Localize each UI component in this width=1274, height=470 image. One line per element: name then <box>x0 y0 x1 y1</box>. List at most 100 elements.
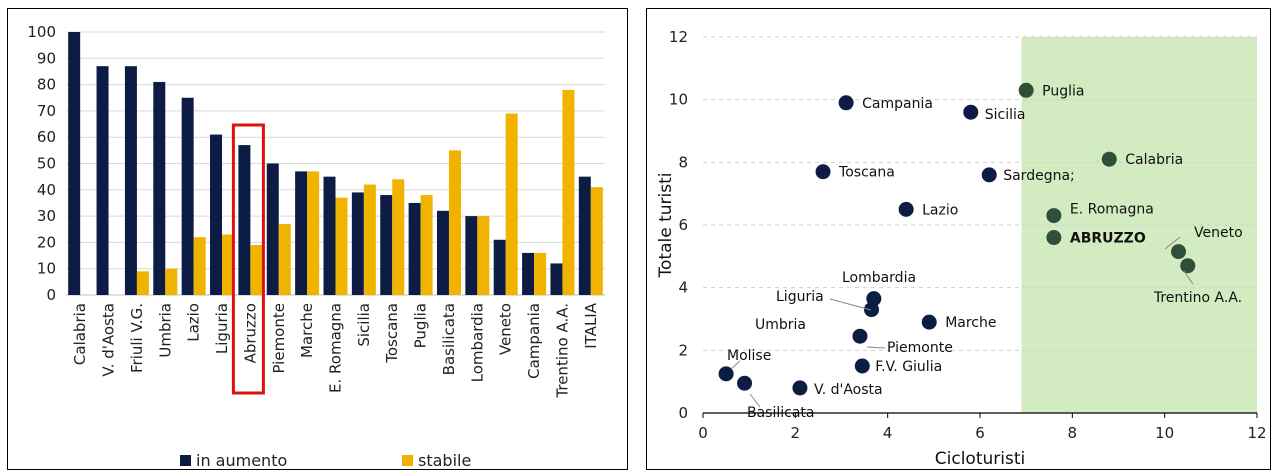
bar-in-aumento <box>522 252 535 295</box>
y-tick-label: 6 <box>678 216 688 234</box>
category-label: Friuli V.G. <box>128 303 146 373</box>
point-marker <box>815 164 831 180</box>
category-label: Veneto <box>497 303 515 355</box>
point-label: Basilicata <box>747 405 815 421</box>
leader-line <box>730 360 741 370</box>
y-tick-label: 10 <box>37 260 56 278</box>
point-marker <box>792 380 808 396</box>
y-tick-label: 80 <box>37 76 56 94</box>
leader-line <box>749 393 761 408</box>
y-tick-label: 20 <box>37 233 56 251</box>
point-marker <box>1180 258 1196 274</box>
point-marker <box>1101 151 1117 167</box>
y-tick-label: 12 <box>669 28 688 46</box>
x-tick-label: 6 <box>975 424 985 442</box>
category-label: V. d'Aosta <box>100 303 118 377</box>
category-label: Campania <box>525 303 543 379</box>
point-label: V. d'Aosta <box>814 382 883 398</box>
point-label: E. Romagna <box>1070 202 1154 218</box>
bar-in-aumento <box>351 192 364 295</box>
legend-swatch-in-aumento <box>180 455 191 466</box>
point-label: Calabria <box>1125 152 1183 168</box>
bar-stabile <box>363 184 376 295</box>
category-label: Lazio <box>185 303 203 342</box>
leader-line <box>1164 236 1181 250</box>
point-label: Umbria <box>755 317 806 333</box>
y-axis-title: Totale turisti <box>656 173 676 279</box>
bar-stabile <box>335 197 348 295</box>
point-marker <box>963 104 979 120</box>
point-marker <box>864 302 880 318</box>
x-tick-label: 10 <box>1155 424 1174 442</box>
bar-in-aumento <box>238 145 251 295</box>
bar-in-aumento <box>68 32 81 295</box>
point-label: Sicilia <box>985 107 1026 123</box>
x-tick-label: 4 <box>883 424 893 442</box>
point-label: F.V. Giulia <box>875 359 942 375</box>
category-label: Puglia <box>412 303 430 348</box>
y-tick-label: 50 <box>37 155 56 173</box>
bar-chart: 0 10 20 30 40 50 60 70 80 90 100 Calabria V. d'Aosta… <box>27 23 605 469</box>
bar-stabile <box>590 187 603 295</box>
category-label: Piemonte <box>270 303 288 374</box>
category-label: Umbria <box>156 303 174 358</box>
point-label: Lombardia <box>842 270 916 286</box>
category-label: Lombardia <box>468 303 486 382</box>
point-label: Marche <box>945 315 996 331</box>
y-tick-label: 30 <box>37 207 56 225</box>
category-label: Sicilia <box>355 303 373 347</box>
bar-in-aumento <box>408 202 421 295</box>
point-label: Piemonte <box>887 340 953 356</box>
category-label: Basilicata <box>440 303 458 375</box>
point-marker <box>718 366 734 382</box>
legend-label: stabile <box>418 451 471 469</box>
x-tick-label: 2 <box>791 424 801 442</box>
bar-in-aumento <box>210 134 223 295</box>
x-tick-label: 8 <box>1068 424 1078 442</box>
bar-in-aumento <box>124 66 137 295</box>
legend-label: in aumento <box>196 451 287 469</box>
bar-in-aumento <box>493 239 506 295</box>
bar-stabile <box>505 113 518 295</box>
bar-in-aumento <box>266 163 279 295</box>
y-tick-label: 100 <box>27 23 56 41</box>
point-marker <box>737 375 753 391</box>
point-marker <box>898 201 914 217</box>
y-tick-label: 70 <box>37 102 56 120</box>
point-label: Lazio <box>922 202 958 218</box>
y-tick-label: 4 <box>678 279 688 297</box>
bar-stabile <box>222 234 235 295</box>
bar-in-aumento <box>96 66 109 295</box>
category-label: Liguria <box>213 303 231 354</box>
bar-in-aumento <box>465 216 478 295</box>
y-tick-label: 2 <box>678 341 688 359</box>
point-label: Liguria <box>776 289 824 305</box>
bar-stabile <box>534 252 547 295</box>
category-label: E. Romagna <box>327 303 345 393</box>
y-tick-label: 90 <box>37 49 56 67</box>
bar-chart-panel: 0 10 20 30 40 50 60 70 80 90 100 Calabria V. d'Aosta… <box>7 8 628 470</box>
bar-in-aumento <box>550 263 563 295</box>
bar-stabile <box>165 268 178 295</box>
y-tick-label: 0 <box>678 404 688 422</box>
bar-stabile <box>136 271 149 295</box>
bar-stabile <box>477 216 490 295</box>
scatter-chart-panel: 0 2 4 6 8 10 12 0 2 4 6 8 10 12 Cicloturisti Totale tur… <box>646 8 1271 470</box>
category-label: Toscana <box>383 303 401 364</box>
point-marker <box>838 95 854 111</box>
y-tick-label: 40 <box>37 181 56 199</box>
point-label: ABRUZZO <box>1070 231 1146 247</box>
point-marker <box>854 358 870 374</box>
scatter-chart: 0 2 4 6 8 10 12 0 2 4 6 8 10 12 Cicloturisti Totale tur… <box>656 28 1267 469</box>
leader-line <box>866 346 886 349</box>
point-marker <box>1018 82 1034 98</box>
category-label: ITALIA <box>582 302 600 348</box>
point-marker <box>921 314 937 330</box>
bar-stabile <box>193 237 206 295</box>
y-tick-label: 10 <box>669 91 688 109</box>
bar-in-aumento <box>295 171 308 295</box>
point-marker <box>1046 230 1062 246</box>
category-label: Abruzzo <box>241 303 259 363</box>
bar-stabile <box>392 179 405 295</box>
bar-stabile <box>278 223 291 295</box>
